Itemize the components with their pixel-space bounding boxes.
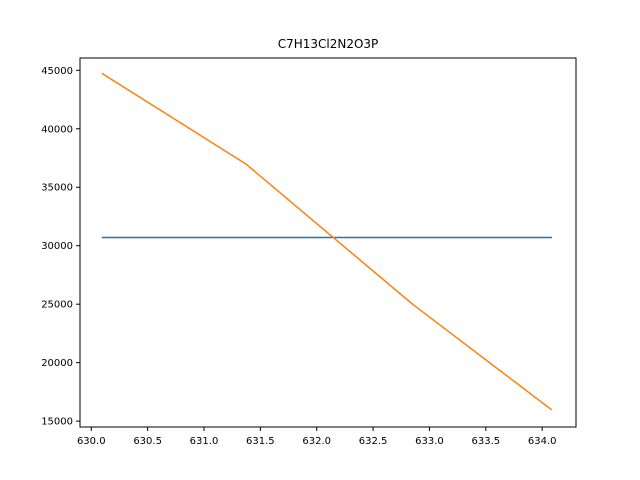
x-tick-label: 632.5 xyxy=(359,436,388,447)
x-tick-label: 633.5 xyxy=(471,436,500,447)
y-tick-label: 25000 xyxy=(41,300,73,311)
x-tick-label: 631.5 xyxy=(246,436,275,447)
x-tick-label: 634.0 xyxy=(528,436,557,447)
chart-title: C7H13Cl2N2O3P xyxy=(278,37,379,51)
y-axis: 15000 20000 25000 30000 35000 40000 45000 xyxy=(41,66,80,428)
x-tick-label: 632.0 xyxy=(302,436,331,447)
y-tick-label: 20000 xyxy=(41,358,73,369)
y-tick-label: 35000 xyxy=(41,183,73,194)
x-tick-label: 630.5 xyxy=(133,436,162,447)
plot-frame xyxy=(79,57,577,428)
x-tick-label: 630.0 xyxy=(77,436,106,447)
y-tick-label: 40000 xyxy=(41,124,73,135)
x-tick-label: 631.0 xyxy=(190,436,219,447)
y-tick-label: 45000 xyxy=(41,66,73,77)
series-layer xyxy=(101,72,553,411)
x-axis: 630.0 630.5 631.0 631.5 632.0 632.5 633.0 633.5… xyxy=(77,427,557,447)
y-tick-label: 30000 xyxy=(41,241,73,252)
series-line-2 xyxy=(101,72,553,411)
x-tick-label: 633.0 xyxy=(415,436,444,447)
y-tick-label: 15000 xyxy=(41,417,73,428)
